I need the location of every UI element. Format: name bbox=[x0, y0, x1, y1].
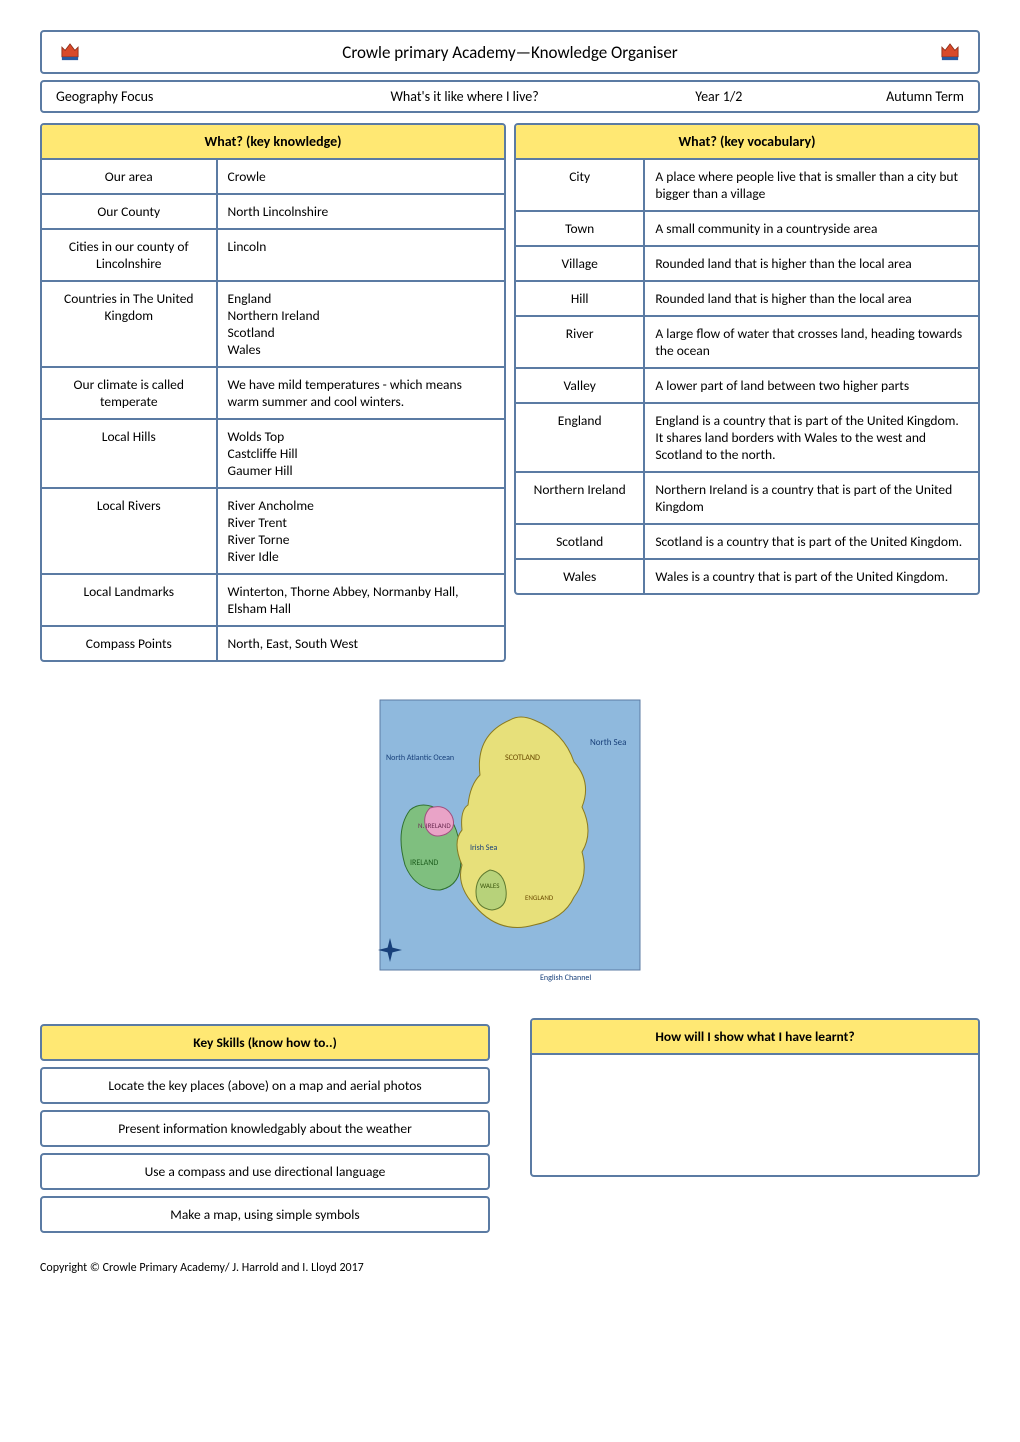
knowledge-key: Local Rivers bbox=[42, 487, 218, 573]
vocab-key: Northern Ireland bbox=[516, 471, 645, 523]
table-row: Our CountyNorth Lincolnshire bbox=[42, 193, 504, 228]
vocab-key: River bbox=[516, 315, 645, 367]
map-label-england: ENGLAND bbox=[525, 893, 554, 902]
copyright-footer: Copyright © Crowle Primary Academy/ J. H… bbox=[40, 1261, 980, 1275]
skill-item: Make a map, using simple symbols bbox=[40, 1196, 490, 1233]
map-label-ireland: IRELAND bbox=[410, 858, 438, 868]
vocab-column: What? (key vocabulary) CityA place where… bbox=[514, 123, 980, 662]
table-row: Local RiversRiver Ancholme River Trent R… bbox=[42, 487, 504, 573]
knowledge-key: Our climate is called temperate bbox=[42, 366, 218, 418]
knowledge-value: Lincoln bbox=[218, 228, 504, 280]
table-row: WalesWales is a country that is part of … bbox=[516, 558, 978, 593]
table-row: VillageRounded land that is higher than … bbox=[516, 245, 978, 280]
vocab-value: Scotland is a country that is part of th… bbox=[645, 523, 978, 558]
map-label-northsea: North Sea bbox=[590, 737, 626, 748]
vocab-header: What? (key vocabulary) bbox=[516, 125, 978, 160]
table-row: RiverA large flow of water that crosses … bbox=[516, 315, 978, 367]
map-figure: North Sea North Atlantic Ocean Irish Sea… bbox=[40, 690, 980, 994]
vocab-value: Rounded land that is higher than the loc… bbox=[645, 245, 978, 280]
learnt-box: How will I show what I have learnt? bbox=[530, 1018, 980, 1177]
knowledge-key: Local Landmarks bbox=[42, 573, 218, 625]
vocab-value: England is a country that is part of the… bbox=[645, 402, 978, 471]
knowledge-key: Our area bbox=[42, 160, 218, 193]
knowledge-value: Crowle bbox=[218, 160, 504, 193]
table-row: HillRounded land that is higher than the… bbox=[516, 280, 978, 315]
table-row: ValleyA lower part of land between two h… bbox=[516, 367, 978, 402]
vocab-key: Wales bbox=[516, 558, 645, 593]
map-label-atlantic: North Atlantic Ocean bbox=[386, 753, 454, 763]
table-row: CityA place where people live that is sm… bbox=[516, 160, 978, 210]
skills-column: Key Skills (know how to..) Locate the ke… bbox=[40, 1018, 490, 1239]
vocab-value: Rounded land that is higher than the loc… bbox=[645, 280, 978, 315]
table-row: EnglandEngland is a country that is part… bbox=[516, 402, 978, 471]
vocab-key: City bbox=[516, 160, 645, 210]
vocab-value: Northern Ireland is a country that is pa… bbox=[645, 471, 978, 523]
knowledge-header: What? (key knowledge) bbox=[42, 125, 504, 160]
bottom-row: Key Skills (know how to..) Locate the ke… bbox=[40, 1018, 980, 1239]
table-row: Local LandmarksWinterton, Thorne Abbey, … bbox=[42, 573, 504, 625]
vocab-key: Valley bbox=[516, 367, 645, 402]
knowledge-key: Our County bbox=[42, 193, 218, 228]
learnt-column: How will I show what I have learnt? bbox=[530, 1018, 980, 1177]
skill-item: Use a compass and use directional langua… bbox=[40, 1153, 490, 1190]
vocab-value: Wales is a country that is part of the U… bbox=[645, 558, 978, 593]
school-crest-icon bbox=[56, 38, 84, 66]
vocab-value: A small community in a countryside area bbox=[645, 210, 978, 245]
knowledge-key: Cities in our county of Lincolnshire bbox=[42, 228, 218, 280]
table-row: Compass PointsNorth, East, South West bbox=[42, 625, 504, 660]
learnt-header: How will I show what I have learnt? bbox=[532, 1020, 978, 1055]
term-label: Autumn Term bbox=[801, 88, 964, 105]
map-label-irishsea: Irish Sea bbox=[470, 843, 497, 853]
content-columns: What? (key knowledge) Our areaCrowleOur … bbox=[40, 123, 980, 662]
knowledge-value: England Northern Ireland Scotland Wales bbox=[218, 280, 504, 366]
uk-map-svg: North Sea North Atlantic Ocean Irish Sea… bbox=[340, 690, 680, 990]
table-row: Our climate is called temperateWe have m… bbox=[42, 366, 504, 418]
map-label-wales: WALES bbox=[480, 881, 499, 890]
meta-bar: Geography Focus What's it like where I l… bbox=[40, 80, 980, 113]
knowledge-value: We have mild temperatures - which means … bbox=[218, 366, 504, 418]
table-row: ScotlandScotland is a country that is pa… bbox=[516, 523, 978, 558]
vocab-key: Town bbox=[516, 210, 645, 245]
topic-label: What's it like where I live? bbox=[292, 88, 637, 105]
knowledge-value: Wolds Top Castcliffe Hill Gaumer Hill bbox=[218, 418, 504, 487]
map-label-scotland: SCOTLAND bbox=[505, 753, 540, 763]
knowledge-value: Winterton, Thorne Abbey, Normanby Hall, … bbox=[218, 573, 504, 625]
skill-item: Locate the key places (above) on a map a… bbox=[40, 1067, 490, 1104]
knowledge-value: River Ancholme River Trent River Torne R… bbox=[218, 487, 504, 573]
table-row: Northern IrelandNorthern Ireland is a co… bbox=[516, 471, 978, 523]
vocab-key: Village bbox=[516, 245, 645, 280]
skill-item: Present information knowledgably about t… bbox=[40, 1110, 490, 1147]
table-row: Local HillsWolds Top Castcliffe Hill Gau… bbox=[42, 418, 504, 487]
school-crest-icon bbox=[936, 38, 964, 66]
skills-table: Key Skills (know how to..) Locate the ke… bbox=[40, 1018, 490, 1239]
knowledge-value: North Lincolnshire bbox=[218, 193, 504, 228]
header-bar: Crowle primary Academy—Knowledge Organis… bbox=[40, 30, 980, 74]
vocab-value: A lower part of land between two higher … bbox=[645, 367, 978, 402]
map-label-channel: English Channel bbox=[540, 973, 591, 983]
focus-label: Geography Focus bbox=[56, 88, 292, 105]
knowledge-key: Local Hills bbox=[42, 418, 218, 487]
knowledge-table: What? (key knowledge) Our areaCrowleOur … bbox=[40, 123, 506, 662]
year-label: Year 1/2 bbox=[637, 88, 800, 105]
vocab-value: A place where people live that is smalle… bbox=[645, 160, 978, 210]
knowledge-column: What? (key knowledge) Our areaCrowleOur … bbox=[40, 123, 506, 662]
knowledge-value: North, East, South West bbox=[218, 625, 504, 660]
page-title: Crowle primary Academy—Knowledge Organis… bbox=[84, 42, 936, 63]
skills-header: Key Skills (know how to..) bbox=[40, 1024, 490, 1061]
map-label-nireland: N. IRELAND bbox=[418, 821, 451, 830]
knowledge-key: Countries in The United Kingdom bbox=[42, 280, 218, 366]
vocab-table: What? (key vocabulary) CityA place where… bbox=[514, 123, 980, 595]
vocab-key: England bbox=[516, 402, 645, 471]
table-row: TownA small community in a countryside a… bbox=[516, 210, 978, 245]
vocab-key: Scotland bbox=[516, 523, 645, 558]
table-row: Cities in our county of LincolnshireLinc… bbox=[42, 228, 504, 280]
knowledge-key: Compass Points bbox=[42, 625, 218, 660]
vocab-key: Hill bbox=[516, 280, 645, 315]
learnt-body bbox=[532, 1055, 978, 1175]
table-row: Our areaCrowle bbox=[42, 160, 504, 193]
table-row: Countries in The United KingdomEngland N… bbox=[42, 280, 504, 366]
vocab-value: A large flow of water that crosses land,… bbox=[645, 315, 978, 367]
